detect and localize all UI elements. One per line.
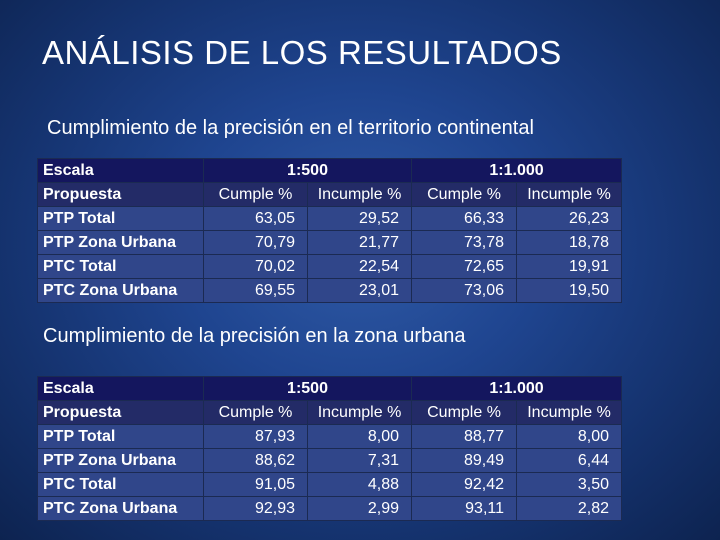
table-cell: 88,77 [411, 424, 518, 449]
scale-1-500: 1:500 [202, 376, 413, 401]
table-cell: 19,91 [516, 254, 623, 279]
table-row: PTP Zona Urbana 88,62 7,31 89,49 6,44 [37, 448, 623, 473]
row-label: PTP Zona Urbana [37, 448, 204, 473]
table-cell: 7,31 [306, 448, 413, 473]
page-title: ANÁLISIS DE LOS RESULTADOS [42, 34, 562, 71]
column-header: Cumple % [203, 400, 308, 425]
scale-1-1000: 1:1.000 [411, 376, 623, 401]
column-header: Cumple % [411, 400, 518, 425]
column-header: Incumple % [306, 182, 413, 207]
column-header: Cumple % [203, 182, 308, 207]
table-cell: 29,52 [306, 206, 413, 231]
section-subtitle-urbana: Cumplimiento de la precisión en la zona … [43, 325, 466, 347]
column-header: Incumple % [516, 182, 623, 207]
table-cell: 2,82 [516, 496, 623, 521]
row-label: PTP Total [37, 424, 204, 449]
table-cell: 22,54 [306, 254, 413, 279]
row-label: PTP Zona Urbana [37, 230, 204, 255]
table-row: PTP Zona Urbana 70,79 21,77 73,78 18,78 [37, 230, 623, 255]
table-cell: 3,50 [516, 472, 623, 497]
table-row: PTP Total 63,05 29,52 66,33 26,23 [37, 206, 623, 231]
row-label: PTC Zona Urbana [37, 496, 204, 521]
table-header-row: Propuesta Cumple % Incumple % Cumple % I… [37, 182, 623, 207]
table-row: PTC Zona Urbana 92,93 2,99 93,11 2,82 [37, 496, 623, 521]
results-table-continental: Escala 1:500 1:1.000 Propuesta Cumple % … [37, 158, 623, 303]
table-cell: 8,00 [516, 424, 623, 449]
table-cell: 72,65 [411, 254, 518, 279]
scale-1-500: 1:500 [202, 158, 413, 183]
table-cell: 93,11 [411, 496, 518, 521]
table-row: PTC Total 91,05 4,88 92,42 3,50 [37, 472, 623, 497]
table-cell: 19,50 [516, 278, 623, 303]
table-cell: 92,93 [203, 496, 308, 521]
table-cell: 73,78 [411, 230, 518, 255]
row-label: PTC Total [37, 472, 204, 497]
table-cell: 66,33 [411, 206, 518, 231]
table-cell: 87,93 [203, 424, 308, 449]
column-header: Incumple % [306, 400, 413, 425]
table-header-row: Propuesta Cumple % Incumple % Cumple % I… [37, 400, 623, 425]
results-table-urbana: Escala 1:500 1:1.000 Propuesta Cumple % … [37, 376, 623, 521]
table-cell: 4,88 [306, 472, 413, 497]
table-cell: 70,79 [203, 230, 308, 255]
table-cell: 6,44 [516, 448, 623, 473]
section-subtitle-continental: Cumplimiento de la precisión en el terri… [47, 117, 534, 139]
table-cell: 23,01 [306, 278, 413, 303]
table-cell: 70,02 [203, 254, 308, 279]
table-scale-row: Escala 1:500 1:1.000 [37, 158, 623, 183]
table-cell: 91,05 [203, 472, 308, 497]
propuesta-label: Propuesta [37, 182, 204, 207]
escala-label: Escala [37, 158, 204, 183]
table-cell: 73,06 [411, 278, 518, 303]
table-cell: 63,05 [203, 206, 308, 231]
table-scale-row: Escala 1:500 1:1.000 [37, 376, 623, 401]
table-cell: 26,23 [516, 206, 623, 231]
table-cell: 21,77 [306, 230, 413, 255]
table-row: PTC Total 70,02 22,54 72,65 19,91 [37, 254, 623, 279]
table-cell: 89,49 [411, 448, 518, 473]
scale-1-1000: 1:1.000 [411, 158, 623, 183]
table-cell: 8,00 [306, 424, 413, 449]
table-cell: 92,42 [411, 472, 518, 497]
table-cell: 2,99 [306, 496, 413, 521]
table-cell: 18,78 [516, 230, 623, 255]
column-header: Incumple % [516, 400, 623, 425]
escala-label: Escala [37, 376, 204, 401]
row-label: PTP Total [37, 206, 204, 231]
propuesta-label: Propuesta [37, 400, 204, 425]
table-cell: 88,62 [203, 448, 308, 473]
table-row: PTP Total 87,93 8,00 88,77 8,00 [37, 424, 623, 449]
row-label: PTC Zona Urbana [37, 278, 204, 303]
column-header: Cumple % [411, 182, 518, 207]
table-cell: 69,55 [203, 278, 308, 303]
table-row: PTC Zona Urbana 69,55 23,01 73,06 19,50 [37, 278, 623, 303]
row-label: PTC Total [37, 254, 204, 279]
